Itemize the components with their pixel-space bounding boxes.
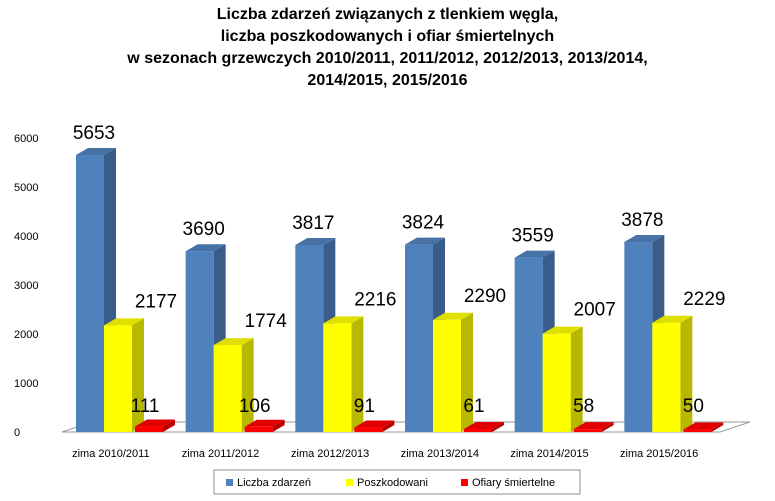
- bar-top: [323, 316, 364, 324]
- chart-title: Liczba zdarzeń związanych z tlenkiem węg…: [0, 4, 775, 92]
- chart-title-line: w sezonach grzewczych 2010/2011, 2011/20…: [127, 50, 648, 67]
- chart-title-line: liczba poszkodowanych i ofiar śmiertelny…: [220, 28, 555, 45]
- y-tick-label: 0: [14, 427, 20, 439]
- bar: [323, 323, 352, 432]
- data-label: 61: [463, 396, 484, 417]
- x-tick-label: zima 2013/2014: [401, 448, 479, 460]
- bar: [213, 345, 242, 432]
- bar: [652, 322, 681, 432]
- bar: [514, 257, 543, 432]
- data-label: 111: [131, 396, 160, 417]
- data-label: 2177: [135, 291, 177, 312]
- bar: [76, 155, 104, 433]
- bar: [135, 426, 163, 432]
- data-label: 58: [573, 396, 594, 417]
- bar-side: [711, 422, 724, 432]
- bar-top: [514, 250, 555, 258]
- bar: [405, 244, 433, 432]
- data-label: 3817: [292, 213, 334, 234]
- bar-side: [680, 315, 693, 432]
- bar-side: [382, 420, 395, 432]
- x-tick-label: zima 2012/2013: [291, 448, 369, 460]
- bar: [295, 244, 324, 432]
- data-label: 2216: [354, 289, 396, 310]
- bar: [573, 429, 602, 432]
- legend-swatch: [461, 479, 468, 486]
- bar: [104, 325, 132, 432]
- data-label: 5653: [73, 123, 115, 144]
- bar-top: [104, 318, 144, 326]
- bar-side: [272, 419, 285, 432]
- bar: [433, 319, 461, 432]
- bar-side: [461, 312, 473, 432]
- x-tick-label: zima 2010/2011: [72, 448, 149, 460]
- data-label: 106: [239, 396, 271, 417]
- bar-side: [351, 316, 364, 432]
- bar-top: [295, 237, 336, 245]
- bar-side: [132, 318, 144, 432]
- bar-top: [76, 148, 116, 156]
- bar-top: [433, 312, 473, 320]
- y-tick-label: 1000: [14, 378, 38, 390]
- bar-top: [213, 338, 254, 346]
- legend-swatch: [346, 479, 353, 486]
- bar-top: [542, 326, 583, 334]
- x-tick-label: zima 2014/2015: [510, 448, 588, 460]
- data-label: 3824: [402, 213, 445, 234]
- bar-top: [185, 244, 226, 252]
- bar-side: [163, 419, 175, 432]
- legend-label: Ofiary śmiertelne: [472, 477, 555, 489]
- bar-side: [492, 422, 504, 432]
- bar: [683, 429, 712, 432]
- data-label: 2007: [574, 300, 616, 321]
- bar: [624, 241, 653, 432]
- legend-label: Poszkodowani: [357, 477, 428, 489]
- bar-side: [570, 326, 583, 432]
- chart-title-line: 2014/2015, 2015/2016: [307, 72, 468, 89]
- bar-top: [464, 422, 504, 430]
- bar-top: [683, 422, 724, 430]
- bar-side: [241, 338, 254, 432]
- bar-side: [601, 422, 614, 432]
- data-label: 3878: [621, 210, 663, 231]
- data-label: 3559: [512, 226, 554, 247]
- bar: [542, 333, 571, 432]
- bar-top: [244, 419, 285, 427]
- bar-top: [135, 419, 175, 427]
- data-label: 91: [354, 396, 375, 417]
- bar-top: [624, 234, 665, 242]
- y-tick-label: 5000: [14, 182, 38, 194]
- x-tick-label: zima 2015/2016: [620, 448, 698, 460]
- legend-swatch: [226, 479, 233, 486]
- bar-top: [354, 420, 395, 428]
- y-tick-label: 4000: [14, 231, 38, 243]
- data-label: 2229: [683, 289, 725, 310]
- legend-box: [213, 469, 581, 495]
- legend-label: Liczba zdarzeń: [237, 477, 311, 489]
- x-tick-label: zima 2011/2012: [182, 448, 259, 460]
- bar: [244, 426, 273, 432]
- y-tick-label: 2000: [14, 329, 38, 341]
- data-label: 2290: [464, 286, 506, 307]
- data-label: 50: [683, 396, 704, 417]
- bar-top: [652, 315, 693, 323]
- y-tick-label: 3000: [14, 280, 38, 292]
- bar: [185, 251, 214, 432]
- bar-top: [405, 237, 445, 245]
- chart-title-line: Liczba zdarzeń związanych z tlenkiem węg…: [216, 6, 559, 23]
- bar-top: [573, 422, 614, 430]
- y-tick-label: 6000: [14, 133, 38, 145]
- data-label: 1774: [245, 311, 288, 332]
- bar: [464, 429, 492, 432]
- data-label: 3690: [183, 219, 225, 240]
- bar: [354, 427, 383, 432]
